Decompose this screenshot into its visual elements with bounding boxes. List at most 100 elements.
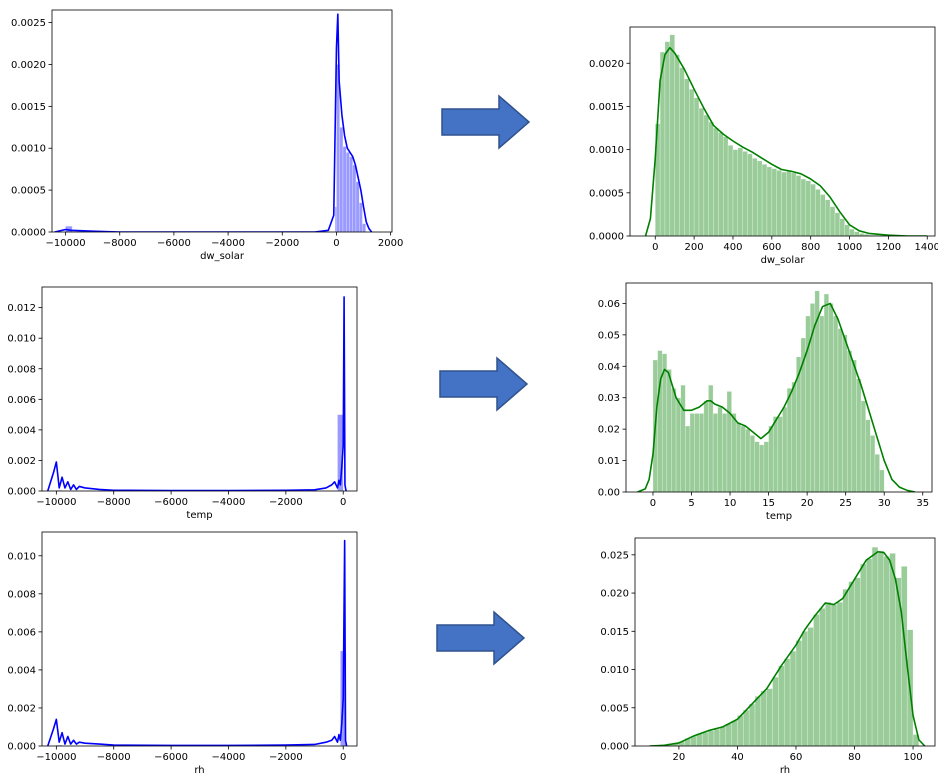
hist-bar xyxy=(800,178,807,236)
hist-bar xyxy=(860,400,866,492)
hist-bar xyxy=(718,132,724,236)
hist-bar xyxy=(349,156,353,232)
y-tick-label: 0.010 xyxy=(7,334,36,345)
y-tick-label: 0.06 xyxy=(598,299,620,310)
x-tick-label: 20 xyxy=(801,498,814,509)
charts-layer: −10000 −8000 −6000 −4000 −2000 0 20000.00000.0… xyxy=(7,9,938,776)
y-tick-label: 0.0005 xyxy=(589,188,624,199)
y-tick-label: 0.000 xyxy=(7,742,36,753)
hist-bar xyxy=(666,369,672,492)
y-tick-label: 0.0020 xyxy=(589,59,624,70)
hist-bar xyxy=(874,454,880,492)
y-tick-label: 0.010 xyxy=(600,665,629,676)
x-tick-label: −8000 xyxy=(103,238,137,249)
axes-frame xyxy=(41,286,358,492)
y-tick-label: 0.020 xyxy=(600,589,629,600)
y-tick-label: 0.005 xyxy=(600,703,629,714)
x-axis-label: dw_solar xyxy=(761,255,806,266)
hist-bar xyxy=(747,153,753,236)
y-tick-label: 0.004 xyxy=(7,665,36,676)
hist-bar xyxy=(766,688,773,746)
y-tick-label: 0.0025 xyxy=(11,18,46,29)
x-tick-label: 400 xyxy=(723,242,742,253)
hist-bar xyxy=(830,604,838,746)
hist-bar xyxy=(339,127,344,232)
x-tick-label: 1400 xyxy=(915,242,938,253)
hist-bar xyxy=(829,206,836,236)
axes-frame xyxy=(634,537,936,747)
hist-bar xyxy=(854,577,861,746)
x-tick-label: 0 xyxy=(652,242,658,253)
plot-area xyxy=(637,290,916,492)
hist-bar xyxy=(819,315,825,492)
hist-bar xyxy=(754,441,760,492)
hist-bar xyxy=(820,194,826,236)
hist-bar xyxy=(664,41,671,236)
x-tick-label: 1200 xyxy=(876,242,901,253)
hist-bar xyxy=(805,180,811,236)
hist-bar xyxy=(727,145,734,236)
hist-bar xyxy=(807,627,814,746)
y-tick-label: 0.012 xyxy=(7,303,36,314)
hist-bar xyxy=(813,614,820,746)
hist-bar xyxy=(842,588,849,746)
kde-line xyxy=(46,539,348,746)
hist-bar xyxy=(679,67,685,236)
axes-frame xyxy=(51,9,393,233)
hist-bar xyxy=(743,709,750,746)
hist-bar xyxy=(889,553,896,746)
hist-bar xyxy=(865,419,871,492)
hist-bar xyxy=(844,224,850,236)
plot-area xyxy=(54,13,373,232)
x-tick-label: 35 xyxy=(916,498,929,509)
kde-line xyxy=(637,302,916,492)
hist-bar xyxy=(761,164,768,236)
hist-bar xyxy=(748,703,756,746)
x-tick-label: −4000 xyxy=(212,497,246,508)
chart-4: 0 5 10 15 20 25 30 35 0.00 0.01 0.02 0.03 0.04 0.05 0.… xyxy=(598,282,933,522)
y-tick-label: 0.0015 xyxy=(589,102,624,113)
x-tick-label: −10000 xyxy=(36,752,76,763)
hist-bar xyxy=(760,690,767,746)
y-tick-label: 0.01 xyxy=(598,456,620,467)
hist-bar xyxy=(819,608,826,746)
hist-bar xyxy=(731,720,738,746)
hist-bar xyxy=(837,328,843,492)
y-tick-label: 0.0000 xyxy=(11,228,46,239)
hist-bar xyxy=(789,650,797,746)
hist-bar xyxy=(696,733,703,746)
x-tick-label: 80 xyxy=(848,752,861,763)
hist-bar xyxy=(871,546,879,746)
chart-5: −10000 −8000 −6000 −4000 −2000 0 0.000 0.002 0.0… xyxy=(7,531,358,776)
hist-bar xyxy=(873,234,879,236)
x-tick-label: 800 xyxy=(801,242,820,253)
x-tick-label: 20 xyxy=(673,752,686,763)
plot-area xyxy=(644,34,928,236)
hist-bar xyxy=(726,391,732,492)
hist-bar xyxy=(352,164,357,232)
plot-area xyxy=(46,296,347,491)
y-tick-label: 0.002 xyxy=(7,456,36,467)
y-tick-label: 0.000 xyxy=(600,742,629,753)
y-tick-label: 0.008 xyxy=(7,589,36,600)
y-tick-label: 0.0015 xyxy=(11,102,46,113)
axes-frame xyxy=(625,282,933,493)
hist-bar xyxy=(870,435,876,492)
hist-bar xyxy=(362,223,366,232)
hist-bar xyxy=(342,146,347,232)
hist-bar xyxy=(707,730,715,746)
x-tick-label: 1000 xyxy=(837,242,862,253)
hist-bar xyxy=(833,315,839,492)
x-tick-label: −10000 xyxy=(45,238,85,249)
hist-bar xyxy=(675,397,681,492)
x-tick-label: 15 xyxy=(762,498,775,509)
chart-3: −10000 −8000 −6000 −4000 −2000 0 0.000 0.002 0.0… xyxy=(7,286,358,521)
hist-bar xyxy=(754,696,762,746)
hist-bar xyxy=(684,78,690,236)
hist-bar xyxy=(791,381,797,492)
x-tick-label: −8000 xyxy=(97,752,131,763)
chart-1: −10000 −8000 −6000 −4000 −2000 0 2000 0.0000 0.0… xyxy=(11,9,403,262)
hist-bar xyxy=(860,563,867,746)
hist-bar xyxy=(854,231,860,236)
